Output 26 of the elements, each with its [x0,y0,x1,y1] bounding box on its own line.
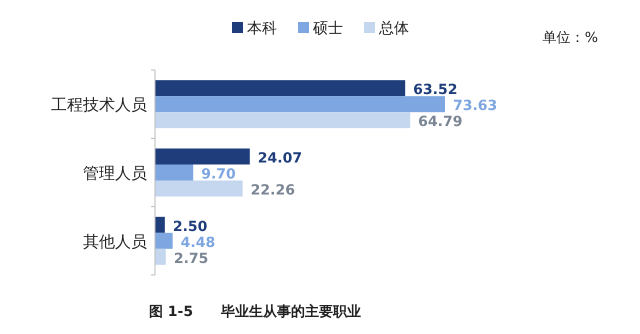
data-label: 64.79 [418,114,462,130]
data-label: 4.48 [180,234,216,251]
y-tick-label: 其他人员 [83,232,147,251]
data-label: 2.50 [172,218,208,235]
data-label: 73.63 [453,98,498,114]
bar [155,112,410,128]
bar [155,232,173,249]
text: 图 1-5 毕业生从事的主要职业 [148,303,362,320]
bar [155,148,250,164]
bar [155,180,243,196]
legend-label: 总体 [378,19,409,37]
legend-label: 硕士 [312,19,343,37]
data-label: 22.26 [250,182,295,198]
legend-label: 本科 [247,19,277,37]
bar [155,216,165,233]
text: 单位：% [542,30,598,46]
y-tick-label: 管理人员 [83,164,147,182]
bar [155,248,166,265]
bar [155,164,194,180]
data-label: 63.52 [413,82,458,98]
data-label: 9.70 [201,166,236,182]
y-tick-label: 工程技术人员 [51,95,147,114]
bar [155,96,445,112]
bar [155,80,406,96]
data-label: 24.07 [258,150,302,166]
data-label: 2.75 [174,250,208,267]
